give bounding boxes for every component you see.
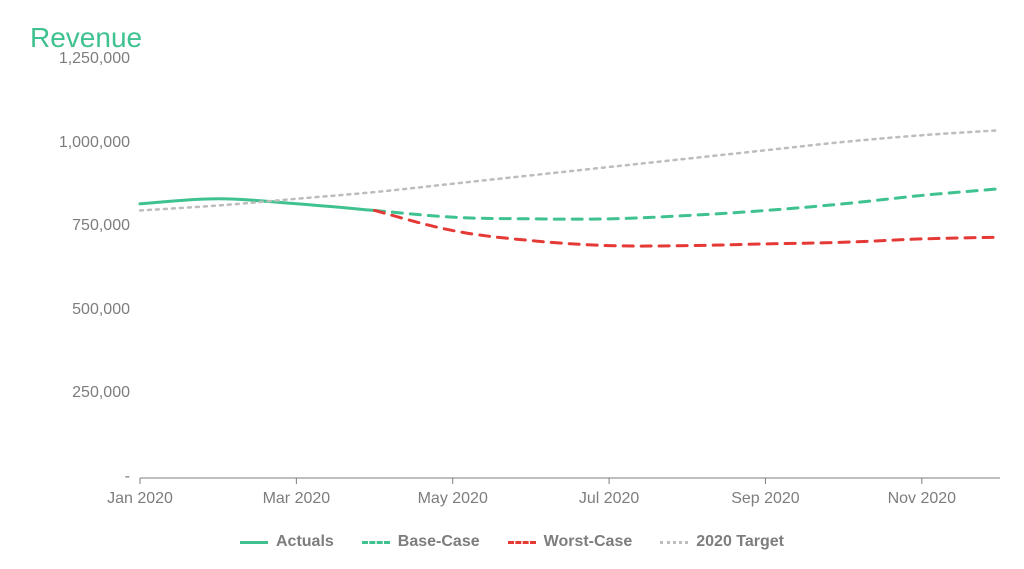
x-axis-label: Jul 2020 xyxy=(579,490,640,508)
series-base-case xyxy=(375,189,1000,219)
y-axis-label: 750,000 xyxy=(30,217,130,235)
x-axis-label: Mar 2020 xyxy=(263,490,331,508)
legend-swatch xyxy=(508,541,536,544)
legend-label: Actuals xyxy=(276,533,334,551)
legend-swatch xyxy=(660,541,688,544)
legend-item-2020-target: 2020 Target xyxy=(660,533,784,551)
x-axis-label: Sep 2020 xyxy=(731,490,800,508)
y-axis-label: - xyxy=(30,468,130,486)
x-axis-label: Jan 2020 xyxy=(107,490,173,508)
y-axis-label: 1,250,000 xyxy=(30,50,130,68)
y-axis-label: 1,000,000 xyxy=(30,134,130,152)
legend-swatch xyxy=(240,541,268,544)
series-2020-target xyxy=(140,130,1000,210)
x-axis-label: Nov 2020 xyxy=(888,490,957,508)
legend-item-base-case: Base-Case xyxy=(362,533,480,551)
chart-plot xyxy=(0,0,1024,569)
legend-label: Worst-Case xyxy=(544,533,633,551)
y-axis-label: 250,000 xyxy=(30,384,130,402)
legend-label: Base-Case xyxy=(398,533,480,551)
legend-item-actuals: Actuals xyxy=(240,533,334,551)
chart-container: Revenue ActualsBase-CaseWorst-Case2020 T… xyxy=(0,0,1024,569)
legend-swatch xyxy=(362,541,390,544)
legend-label: 2020 Target xyxy=(696,533,784,551)
legend-item-worst-case: Worst-Case xyxy=(508,533,633,551)
chart-legend: Actuals Base-Case Worst-Case 2020 Target xyxy=(0,533,1024,551)
x-axis-label: May 2020 xyxy=(418,490,488,508)
y-axis-label: 500,000 xyxy=(30,301,130,319)
